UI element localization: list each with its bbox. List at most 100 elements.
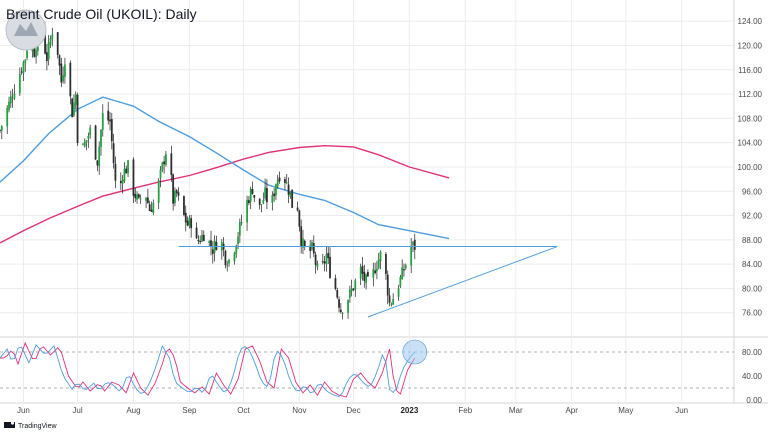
candle-body: [404, 265, 407, 269]
candle: [347, 299, 349, 319]
candle: [145, 197, 147, 209]
candle: [266, 179, 268, 209]
price-tick-label: 88.00: [742, 236, 763, 245]
candle-body: [285, 182, 288, 184]
candle-body: [100, 130, 102, 147]
candle-body: [388, 295, 391, 303]
candle: [47, 35, 50, 66]
candle-body: [145, 197, 147, 201]
candle-body: [338, 299, 340, 308]
candle: [146, 188, 149, 205]
ma-slow-line: [0, 144, 450, 244]
candle-body: [413, 239, 416, 250]
candle: [136, 191, 138, 204]
candle: [278, 171, 281, 184]
candle: [51, 27, 54, 47]
candle: [302, 229, 304, 255]
candle: [388, 288, 391, 307]
candle-body: [300, 226, 303, 247]
candle: [392, 293, 395, 305]
candle-body: [94, 125, 97, 160]
candle-body: [183, 196, 185, 215]
candle: [247, 196, 250, 206]
candle: [183, 195, 185, 217]
candle: [224, 249, 227, 269]
candle-body: [260, 204, 263, 206]
candle-body: [8, 101, 10, 111]
candle-body: [325, 254, 328, 265]
candle: [401, 259, 404, 280]
candle: [96, 160, 99, 172]
candle: [397, 284, 400, 301]
candle-body: [60, 63, 63, 83]
candle-body: [22, 62, 25, 74]
candle-body: [26, 50, 28, 58]
candle: [202, 230, 205, 242]
candle-body: [296, 207, 299, 211]
candle-body: [237, 236, 239, 244]
candle: [83, 138, 86, 148]
candle-body: [74, 94, 77, 105]
candle-body: [85, 139, 88, 143]
candle: [249, 186, 252, 210]
candle: [125, 165, 128, 174]
candle: [285, 174, 288, 185]
candle-body: [109, 119, 111, 122]
candle-body: [412, 241, 414, 245]
candle-body: [146, 197, 149, 204]
candle-body: [132, 159, 135, 196]
candle-body: [195, 227, 198, 239]
candle-body: [284, 179, 286, 183]
candle: [190, 214, 193, 238]
candle-body: [253, 195, 256, 198]
candle: [107, 102, 110, 125]
price-tick-label: 116.00: [738, 66, 762, 75]
candle-body: [385, 254, 387, 274]
candle-body: [64, 64, 66, 77]
candle: [98, 141, 101, 175]
candle-body: [210, 240, 212, 247]
candle-body: [226, 265, 229, 267]
candle: [22, 60, 25, 81]
candle-body: [271, 195, 274, 203]
candle-body: [291, 189, 294, 208]
candle-body: [339, 309, 342, 313]
candle-body: [403, 269, 405, 271]
candle: [9, 90, 12, 109]
candle: [0, 125, 3, 140]
candle-body: [262, 199, 265, 204]
logo-circle: [5, 9, 47, 51]
candle: [298, 209, 301, 232]
price-tick-label: 120.00: [738, 41, 763, 50]
candle-body: [367, 271, 369, 277]
candle-body: [386, 274, 389, 296]
candle: [361, 257, 364, 281]
candle-body: [127, 160, 129, 174]
candle: [348, 285, 351, 303]
candle: [377, 252, 380, 270]
candle: [363, 264, 366, 288]
price-tick-label: 100.00: [738, 163, 763, 172]
candle-body: [134, 193, 137, 199]
candle-body: [0, 126, 3, 131]
candle-body: [165, 154, 167, 165]
candle: [226, 260, 229, 272]
candle-body: [287, 184, 290, 195]
candle-body: [69, 62, 72, 97]
candle-body: [188, 217, 191, 227]
candle: [58, 54, 61, 76]
candle: [112, 133, 115, 169]
candle-body: [89, 127, 92, 136]
logo-mountain-icon: [14, 22, 38, 36]
candle-body: [76, 94, 79, 143]
candle: [374, 262, 377, 275]
candle-body: [372, 269, 375, 278]
candle: [184, 205, 187, 232]
candle: [8, 96, 10, 113]
candle: [74, 91, 77, 110]
candle: [341, 312, 344, 320]
candle: [170, 145, 173, 182]
candle: [188, 215, 191, 229]
candle: [64, 57, 66, 84]
price-tick-label: 124.00: [738, 17, 763, 26]
